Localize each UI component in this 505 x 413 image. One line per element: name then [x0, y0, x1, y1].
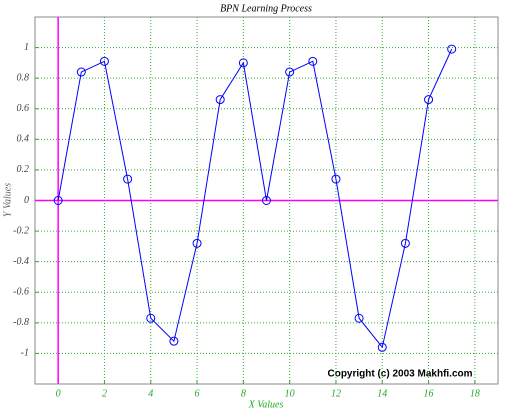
data-point — [308, 56, 318, 66]
data-point — [331, 174, 341, 184]
y-tick-label: 0.4 — [17, 134, 30, 145]
data-point — [215, 95, 225, 105]
data-point — [400, 238, 410, 248]
x-tick-label: 14 — [377, 388, 387, 399]
y-tick-label: -0.4 — [13, 256, 29, 267]
copyright: Copyright (c) 2003 Makhfi.com — [327, 369, 472, 380]
x-tick-label: 4 — [148, 388, 153, 399]
data-point — [377, 342, 387, 352]
y-tick-label: 0.2 — [17, 164, 30, 175]
x-tick-label: 16 — [424, 388, 434, 399]
x-tick-label: 18 — [470, 388, 480, 399]
y-tick-label: 1 — [24, 42, 29, 53]
x-tick-label: 0 — [56, 388, 61, 399]
data-point — [76, 67, 86, 77]
x-tick-label: 8 — [241, 388, 246, 399]
y-tick-label: 0.8 — [17, 72, 30, 83]
data-point — [53, 196, 63, 205]
data-point — [354, 313, 364, 323]
data-point — [146, 313, 156, 323]
y-tick-label: -1 — [21, 348, 29, 359]
data-line — [57, 48, 453, 349]
x-tick-label: 2 — [102, 388, 107, 399]
x-axis-label: X Values — [248, 399, 284, 410]
data-point — [447, 44, 457, 54]
y-tick-label: -0.8 — [13, 317, 29, 328]
data-point — [99, 56, 109, 66]
data-point — [262, 196, 271, 205]
data-point — [123, 174, 133, 184]
data-point — [238, 58, 248, 68]
x-tick-label: 6 — [195, 388, 200, 399]
data-point — [192, 238, 202, 248]
y-tick-label: -0.6 — [13, 287, 29, 298]
x-tick-label: 10 — [285, 388, 295, 399]
y-tick-label: 0.6 — [17, 103, 30, 114]
data-point — [424, 95, 434, 105]
data-point — [169, 336, 179, 346]
y-tick-label: -0.2 — [13, 225, 29, 236]
chart-title: BPN Learning Process — [220, 3, 312, 14]
y-tick-label: 0 — [24, 195, 29, 206]
y-axis-label: Y Values — [2, 183, 13, 217]
data-point — [285, 67, 295, 77]
x-tick-label: 12 — [331, 388, 341, 399]
